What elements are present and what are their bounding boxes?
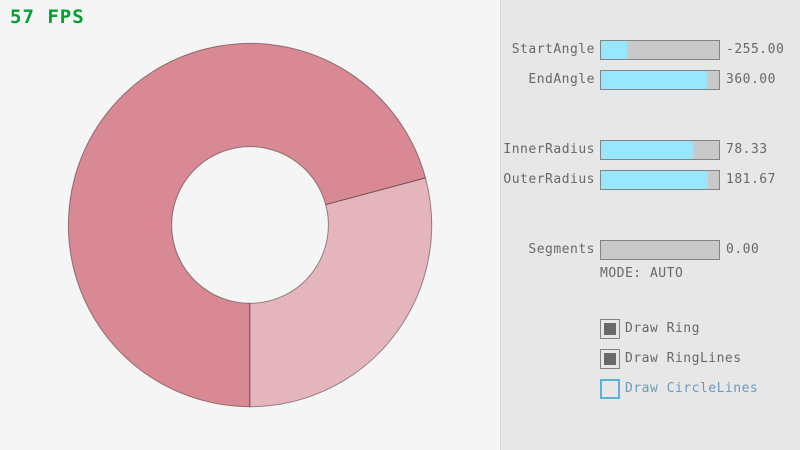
slider-label-innerradius: InnerRadius	[503, 142, 595, 157]
checkbox-box-draw-ringlines[interactable]	[600, 349, 620, 369]
checkbox-box-draw-circlelines[interactable]	[600, 379, 620, 399]
slider-value-endangle: 360.00	[726, 72, 776, 87]
slider-innerradius[interactable]	[600, 140, 720, 160]
slider-label-endangle: EndAngle	[528, 72, 595, 87]
slider-fill-innerradius	[601, 141, 694, 159]
slider-row-startangle: StartAngle -255.00	[0, 40, 800, 60]
slider-label-segments: Segments	[528, 242, 595, 257]
slider-row-innerradius: InnerRadius 78.33	[0, 140, 800, 160]
checkbox-label-draw-circlelines: Draw CircleLines	[625, 381, 759, 396]
slider-fill-endangle	[601, 71, 708, 89]
mode-label: MODE: AUTO	[600, 266, 684, 281]
checkbox-box-draw-ring[interactable]	[600, 319, 620, 339]
slider-row-segments: Segments 0.00	[0, 240, 800, 260]
slider-outerradius[interactable]	[600, 170, 720, 190]
slider-value-segments: 0.00	[726, 242, 760, 257]
slider-fill-startangle	[601, 41, 627, 59]
slider-startangle[interactable]	[600, 40, 720, 60]
slider-row-endangle: EndAngle 360.00	[0, 70, 800, 90]
slider-label-outerradius: OuterRadius	[503, 172, 595, 187]
checkbox-label-draw-ringlines: Draw RingLines	[625, 351, 742, 366]
checkbox-label-draw-ring: Draw Ring	[625, 321, 700, 336]
slider-value-innerradius: 78.33	[726, 142, 768, 157]
slider-label-startangle: StartAngle	[511, 42, 595, 57]
fps-counter: 57 FPS	[10, 6, 85, 28]
slider-row-outerradius: OuterRadius 181.67	[0, 170, 800, 190]
slider-fill-outerradius	[601, 171, 709, 189]
slider-segments[interactable]	[600, 240, 720, 260]
slider-value-outerradius: 181.67	[726, 172, 776, 187]
slider-value-startangle: -255.00	[726, 42, 785, 57]
slider-endangle[interactable]	[600, 70, 720, 90]
